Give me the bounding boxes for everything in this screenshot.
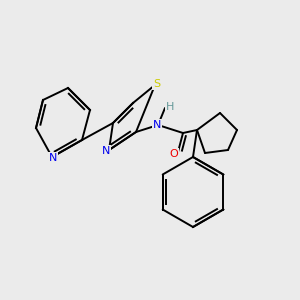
Text: H: H	[166, 102, 174, 112]
Text: N: N	[49, 153, 57, 163]
Text: N: N	[153, 120, 161, 130]
Text: N: N	[102, 146, 110, 156]
Text: S: S	[153, 79, 161, 89]
Text: O: O	[169, 149, 178, 159]
